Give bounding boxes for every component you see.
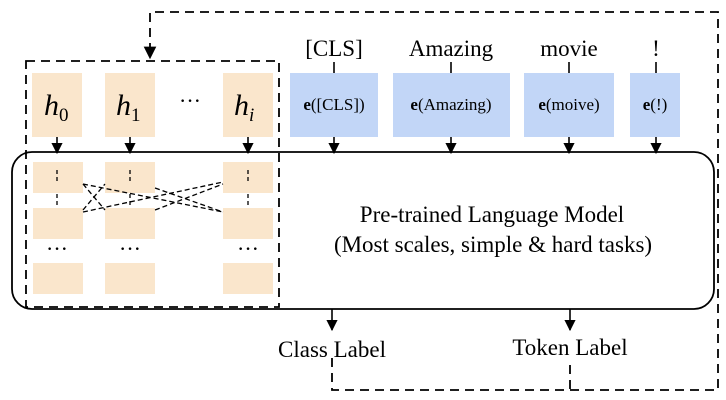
- prefix-box-h1: [105, 73, 155, 137]
- token-movie: movie: [540, 36, 598, 61]
- prefix-label-hi: hi: [234, 89, 254, 126]
- prompt-region-dashed-box: [25, 60, 280, 308]
- embedding-label-amazing: e(Amazing): [410, 95, 491, 114]
- embedding-box-exclaim: [630, 73, 680, 137]
- prefix-label-h1: h1: [116, 89, 141, 126]
- model-title: Pre-trained Language Model: [360, 202, 624, 227]
- embedding-box-cls: [290, 73, 378, 137]
- embedding-label-movie: e(moive): [538, 95, 599, 114]
- token-cls: [CLS]: [305, 36, 363, 61]
- attention-cross-lines: [82, 181, 224, 213]
- grid-cell: [33, 208, 83, 239]
- grid-cell: [105, 208, 155, 239]
- grid-ellipsis: ···: [237, 236, 259, 261]
- language-model-box: [11, 151, 715, 310]
- embedding-label-exclaim: e(!): [643, 95, 668, 114]
- class-label: Class Label: [278, 337, 386, 362]
- grid-ellipsis: ···: [119, 236, 141, 261]
- prefix-box-hi: [223, 73, 273, 137]
- prefix-ellipsis: ···: [179, 88, 201, 113]
- token-exclaim: !: [652, 36, 660, 61]
- embedding-box-amazing: [393, 73, 510, 137]
- token-label: Token Label: [512, 335, 627, 360]
- grid-cell: [33, 162, 83, 193]
- grid-cell: [223, 263, 273, 294]
- embedding-box-movie: [524, 73, 614, 137]
- grid-cell: [223, 208, 273, 239]
- feedback-loop-dashed-line: [143, 11, 719, 391]
- prefix-box-h0: [32, 73, 82, 137]
- prefix-label-h0: h0: [44, 89, 69, 126]
- token-amazing: Amazing: [409, 36, 494, 61]
- grid-ellipsis: ···: [46, 236, 68, 261]
- grid-cell: [105, 263, 155, 294]
- prefix-layer-grid: [33, 162, 273, 294]
- embedding-label-cls: e([CLS]): [303, 95, 364, 114]
- model-subtitle: (Most scales, simple & hard tasks): [334, 232, 652, 257]
- grid-cell: [33, 263, 83, 294]
